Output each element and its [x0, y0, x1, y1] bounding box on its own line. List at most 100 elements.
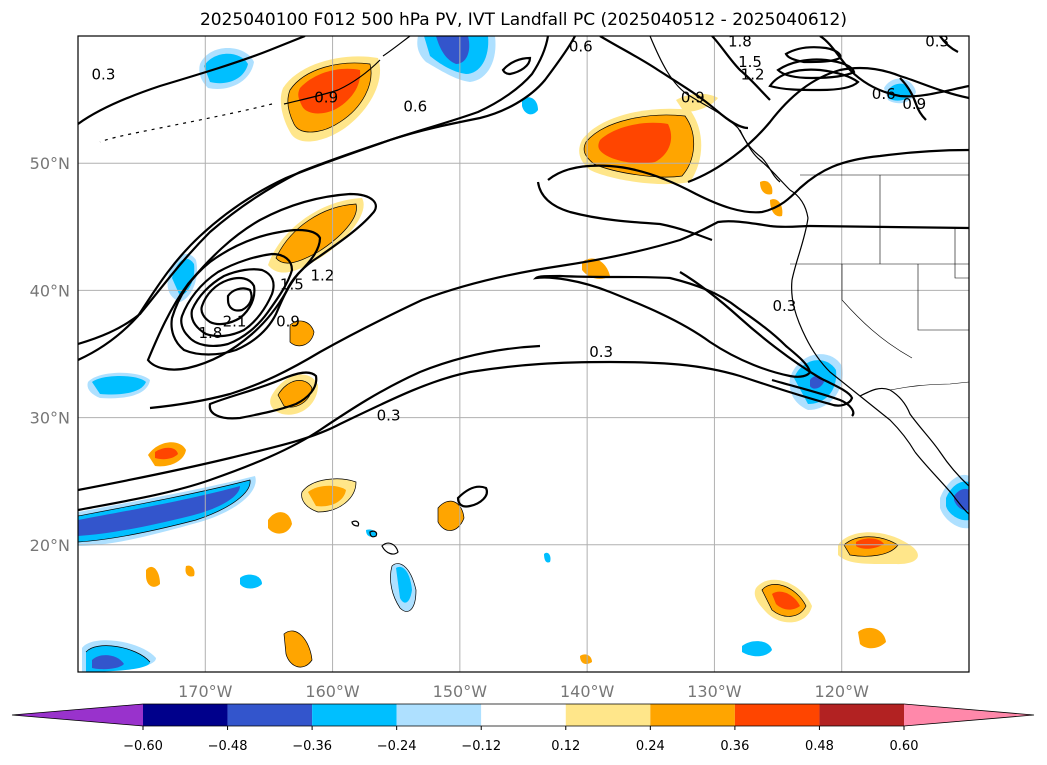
contour-1.8: [784, 46, 842, 64]
us-mexico-border: [889, 381, 969, 391]
colorbar-segment: [312, 704, 397, 726]
colorbar-tick-label: −0.12: [461, 739, 501, 754]
negative-anomaly-blob: [92, 376, 146, 395]
contour-2.1: [200, 276, 256, 326]
positive-anomaly-blob: [772, 591, 800, 610]
contour-label: 1.5: [280, 276, 304, 294]
lat-tick-label: 20°N: [30, 536, 70, 555]
contour-0.6: [536, 181, 713, 242]
contour-label: 0.6: [403, 98, 427, 116]
contour-label: 0.9: [681, 89, 705, 107]
negative-anomaly-blob: [240, 574, 262, 589]
contour-label: 1.8: [198, 324, 222, 342]
contour-0.9: [899, 77, 927, 121]
map-background: [78, 36, 969, 672]
colorbar-tick-label: −0.48: [208, 739, 248, 754]
colorbar-segment: [143, 704, 228, 726]
colorbar-segment: [481, 704, 566, 726]
us-west-coast: [791, 217, 916, 453]
contour-1.8: [190, 268, 275, 338]
map-title: 2025040100 F012 500 hPa PV, IVT Landfall…: [199, 10, 847, 30]
contour-0.3: [711, 36, 771, 101]
positive-anomaly-subtropical-core: [856, 538, 884, 549]
contour-0.6: [599, 36, 749, 130]
contour-label: 1.8: [728, 33, 752, 51]
colorbar-tick-label: 0.36: [720, 739, 749, 754]
outline: [301, 478, 357, 513]
lon-tick-label: 160°W: [305, 682, 360, 701]
negative-anomaly-edge-strong: [954, 488, 969, 511]
colorbar-segment: [734, 704, 820, 726]
longitude-labels: 170°W 160°W 150°W 140°W 130°W 120°W: [178, 682, 869, 701]
outline: [437, 500, 465, 531]
colorbar-segment: [227, 704, 313, 726]
outline: [287, 62, 372, 133]
contour-0.6: [78, 36, 550, 362]
positive-anomaly-blob: [185, 565, 195, 577]
contour-label: 0.9: [276, 312, 300, 330]
contour-label: 0.6: [569, 38, 593, 56]
contour-0.6: [149, 220, 969, 410]
colorbar-segment: [650, 704, 735, 726]
contour-0.3: [532, 274, 812, 378]
lat-tick-label: 40°N: [30, 281, 70, 300]
positive-anomaly-blob: [858, 627, 886, 649]
colorbar-tick-label: −0.24: [377, 739, 417, 754]
lon-tick-label: 120°W: [815, 682, 870, 701]
positive-anomaly-blob: [582, 258, 610, 279]
contour-label: 2.1: [223, 312, 247, 330]
contour-1.2: [768, 68, 860, 92]
alaska-mainland-edge: [382, 36, 411, 57]
contour-0.6: [501, 56, 532, 76]
contour-0.3: [78, 271, 854, 492]
contour-label: 0.6: [872, 85, 896, 103]
outline: [583, 114, 695, 178]
colorbar: −0.60 −0.48 −0.36 −0.24 −0.12 0.12 0.24 0.36 0.4…: [11, 703, 1035, 754]
hawaiian-islands: [351, 520, 399, 555]
outline: [85, 645, 151, 663]
contour-0.6: [456, 485, 488, 508]
contour-0.3: [939, 36, 959, 53]
british-columbia-coast: [739, 129, 781, 183]
map-frame: [77, 35, 970, 673]
colorbar-tick-label: −0.60: [123, 739, 163, 754]
baja-california: [859, 387, 969, 487]
negative-anomaly-blob: [92, 655, 124, 670]
alaska-peninsula: [283, 59, 381, 105]
colorbar-tick-label: 0.60: [890, 739, 919, 754]
state-border: [841, 264, 913, 359]
contour-label: 1.2: [310, 267, 334, 285]
contour-2.4: [226, 287, 253, 312]
contour-0.6: [547, 148, 969, 214]
positive-anomaly-blob: [146, 566, 160, 587]
colorbar-tick-label: 0.48: [805, 739, 834, 754]
negative-anomaly-subtropical-jet-strong: [78, 486, 240, 536]
outline: [275, 203, 357, 264]
positive-anomaly-aleutians-core: [298, 68, 361, 114]
state-border: [917, 264, 969, 331]
lat-tick-label: 30°N: [30, 409, 70, 428]
contour-0.3: [771, 378, 855, 417]
contour-label: 1.5: [738, 53, 762, 71]
colorbar-tick-label: −0.36: [292, 739, 332, 754]
aleutian-islands: [99, 103, 273, 143]
lon-tick-label: 140°W: [560, 682, 615, 701]
positive-anomaly-blob: [308, 485, 346, 507]
lat-tick-label: 50°N: [30, 154, 70, 173]
colorbar-extend-max: [904, 704, 1034, 726]
positive-anomaly-blob: [760, 180, 773, 195]
negative-anomaly-blob: [742, 641, 772, 657]
colorbar-tick-label: 0.24: [636, 739, 665, 754]
coastlines: [99, 36, 969, 555]
contour-labels: 0.30.9 0.60.6 1.81.51.20.30.9 0.60.91.21.52…: [92, 33, 950, 425]
contour-0.9: [146, 192, 377, 371]
outline: [289, 320, 315, 347]
latitude-labels: 20°N 30°N 40°N 50°N: [30, 154, 70, 555]
colorbar-extend-min: [12, 704, 143, 726]
lon-tick-label: 150°W: [433, 682, 488, 701]
negative-anomaly-blob: [544, 552, 551, 563]
positive-anomaly-blob: [580, 654, 592, 664]
colorbar-tick-label: 0.12: [551, 739, 580, 754]
contour-0.9: [78, 344, 541, 512]
